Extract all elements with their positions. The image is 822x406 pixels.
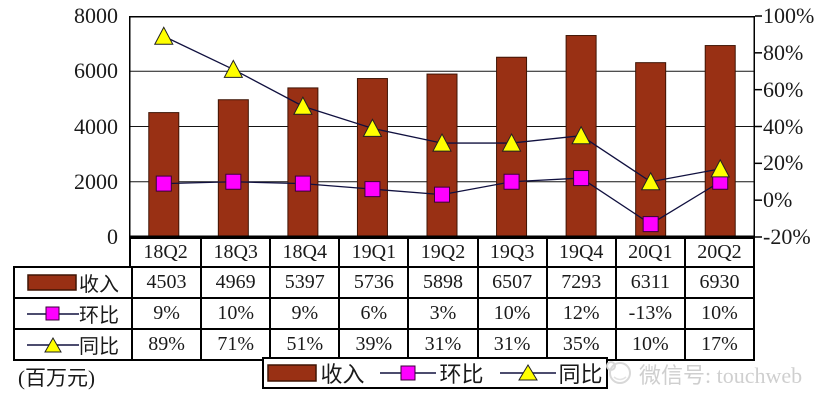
legend-label: 收入 [320, 362, 365, 387]
square-marker-icon [380, 365, 437, 381]
bar-swatch-icon [27, 273, 79, 292]
y-left-tick-label: 4000 [74, 113, 118, 139]
table-cell: 6311 [614, 268, 684, 297]
bar-19Q2 [426, 73, 458, 238]
legend-item-revenue: 收入 [267, 357, 364, 389]
y-right-tick-label: 100% [763, 3, 815, 28]
x-axis-label: 20Q2 [683, 239, 753, 266]
table-cell: 89% [131, 328, 201, 359]
legend-label: 同比 [558, 362, 603, 387]
x-axis-label: 18Q4 [269, 239, 338, 266]
bar-18Q2 [148, 112, 180, 238]
table-cell: 5397 [269, 268, 338, 297]
y-left-tick-label: 2000 [74, 168, 118, 194]
square-marker-icon [27, 305, 79, 323]
table-cell: 10% [683, 297, 753, 328]
table-cell: 6930 [683, 268, 753, 297]
table-cell: 10% [476, 297, 546, 328]
table-cell: 31% [407, 328, 477, 359]
x-axis-label: 19Q3 [476, 239, 546, 266]
legend-item-qoq: 环比 [380, 357, 484, 389]
legend-item-yoy: 同比 [499, 357, 603, 389]
square-marker [573, 170, 590, 187]
table-row-label-text: 环比 [79, 305, 119, 327]
triangle-marker [501, 133, 522, 152]
table-cell: 12% [545, 297, 615, 328]
triangle-marker-icon [27, 336, 79, 354]
table-cell: 71% [200, 328, 270, 359]
triangle-marker [640, 171, 661, 191]
x-axis-label: 19Q2 [407, 239, 476, 266]
table-cell: 9% [131, 297, 201, 328]
square-marker [642, 216, 659, 233]
bar-19Q1 [356, 78, 388, 238]
table-cell: 4503 [131, 268, 200, 297]
legend-label: 环比 [439, 362, 484, 387]
table-row-label-text: 同比 [79, 336, 119, 358]
x-axis-header-row: 18Q2 18Q3 18Q4 19Q1 19Q2 19Q3 19Q4 20Q1 20Q2 [129, 237, 755, 268]
x-axis-label: 19Q1 [338, 239, 407, 266]
square-marker [225, 173, 242, 190]
triangle-marker-icon [499, 364, 556, 381]
square-marker [434, 186, 450, 203]
table-cell: 7293 [545, 268, 615, 297]
data-table: 收入 4503 4969 5397 5736 5898 6507 7293 6311 6930 环比… [13, 266, 755, 361]
y-right-tick-label: 0% [763, 187, 793, 213]
table-cell: 5898 [407, 268, 476, 297]
triangle-marker [153, 26, 174, 45]
y-right-tick-label: -20% [763, 224, 811, 249]
plot-area [129, 15, 762, 238]
table-row-label-收入: 收入 [15, 268, 131, 297]
triangle-marker [710, 158, 731, 178]
table-cell: 6% [338, 297, 408, 328]
triangle-marker [293, 96, 313, 115]
triangle-marker [362, 118, 383, 137]
x-axis-label: 18Q2 [143, 241, 188, 263]
table-cell: 9% [269, 297, 339, 328]
table-cell: 51% [269, 328, 339, 359]
table-cell: 10% [614, 328, 684, 359]
table-cell: -13% [614, 297, 684, 328]
y-left-tick-label: 8000 [74, 3, 118, 28]
watermark-text: 微信号: touchweb [639, 363, 803, 388]
table-cell: 31% [476, 328, 546, 359]
legend: 收入 环比 同比 [262, 357, 608, 389]
table-cell: 39% [338, 328, 408, 359]
y-left-tick-label: 6000 [74, 58, 118, 84]
triangle-marker [223, 59, 244, 78]
bar-18Q3 [217, 99, 249, 238]
table-row-label-环比: 环比 [15, 297, 131, 328]
triangle-marker [571, 125, 591, 145]
x-axis-label: 18Q3 [200, 239, 269, 266]
table-row-label-同比: 同比 [15, 328, 131, 359]
table-cell: 6507 [476, 268, 546, 297]
x-axis-label: 20Q1 [614, 239, 684, 266]
bar-20Q2 [704, 45, 736, 238]
touchweb-logo-icon [606, 361, 631, 384]
table-cell: 5736 [338, 268, 407, 297]
table-cell: 10% [200, 297, 270, 328]
table-cell: 3% [407, 297, 477, 328]
square-marker [364, 181, 381, 198]
x-axis-label: 19Q4 [545, 239, 615, 266]
plot-border [129, 16, 755, 237]
table-cell: 4969 [200, 268, 269, 297]
triangle-marker [432, 133, 452, 152]
square-marker [503, 173, 520, 190]
bar-20Q1 [635, 62, 667, 238]
y-right-tick-label: 40% [763, 113, 804, 139]
square-marker [155, 175, 172, 192]
table-cell: 35% [545, 328, 615, 359]
y-left-tick-label: 0 [107, 224, 118, 249]
square-marker [294, 175, 311, 192]
table-cell: 17% [683, 328, 753, 359]
y-right-tick-label: 80% [763, 39, 804, 65]
unit-label: (百万元) [18, 366, 95, 390]
watermark: 微信号: touchweb [604, 358, 802, 390]
bar-swatch-icon [267, 364, 318, 382]
y-right-tick-label: 20% [763, 150, 804, 176]
table-row-label-text: 收入 [79, 274, 119, 296]
y-right-tick-label: 60% [763, 76, 804, 102]
